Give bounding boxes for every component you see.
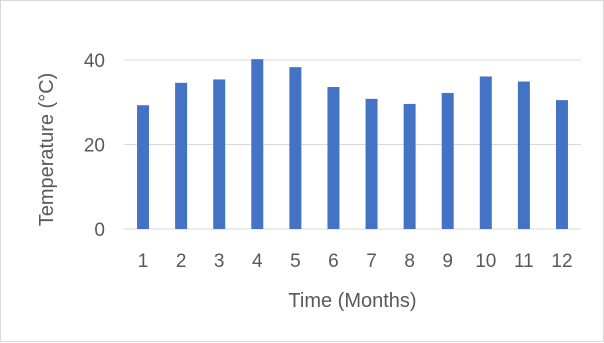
- y-tick-labels: 0 20 40: [84, 51, 105, 241]
- bar-5: [289, 67, 302, 230]
- x-tick-label: 10: [475, 251, 496, 272]
- bar-4: [251, 59, 264, 229]
- bars: [137, 59, 568, 230]
- x-axis-title: Time (Months): [288, 290, 416, 312]
- x-tick-label: 9: [442, 251, 453, 272]
- x-tick-label: 5: [290, 251, 301, 272]
- x-tick-label: 3: [214, 251, 225, 272]
- bar-9: [441, 92, 454, 229]
- y-tick-label: 40: [84, 51, 105, 72]
- x-tick-label: 12: [551, 251, 572, 272]
- gridlines: [124, 59, 581, 230]
- bar-2: [175, 82, 188, 229]
- x-tick-label: 4: [252, 251, 263, 272]
- x-tick-label: 8: [404, 251, 415, 272]
- x-tick-label: 6: [328, 251, 339, 272]
- y-tick-label: 0: [94, 220, 105, 241]
- x-tick-labels: 1 2 3 4 5 6 7 8 9 10 11 12: [138, 251, 573, 272]
- x-tick-label: 11: [514, 251, 534, 272]
- bar-8: [403, 103, 416, 229]
- bar-7: [365, 98, 378, 230]
- x-tick-label: 1: [138, 251, 149, 272]
- bar-11: [517, 81, 530, 229]
- bar-3: [213, 79, 226, 229]
- bar-6: [327, 87, 340, 229]
- bar-1: [137, 105, 150, 229]
- x-tick-label: 2: [176, 251, 187, 272]
- y-axis-title: Temperature (°C): [36, 73, 58, 227]
- bar-10: [479, 76, 492, 229]
- y-tick-label: 20: [84, 136, 105, 157]
- x-tick-label: 7: [366, 251, 377, 272]
- bar-12: [555, 100, 568, 229]
